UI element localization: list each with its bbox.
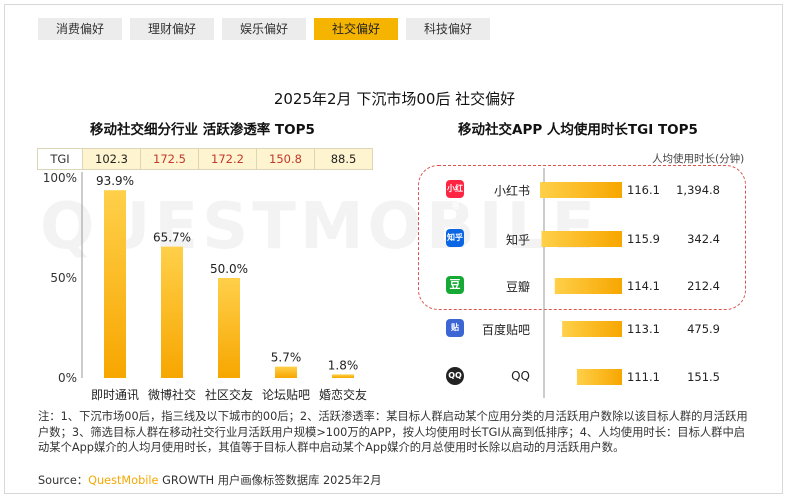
tgi-cell-im: 102.3 [82,148,141,170]
source-suffix: GROWTH 用户画像标签数据库 2025年2月 [158,474,382,487]
bar-tgi-label: 115.9 [627,232,660,246]
usage-tgi-bar-chart: 116.1 1,394.8 115.9 342.4 114.1 212.4 113.1 475… [540,168,720,398]
tgi-header: TGI [37,148,83,170]
category-tabs: 消费偏好 理财偏好 娱乐偏好 社交偏好 科技偏好 [38,18,498,40]
source-brand: QuestMobile [88,474,159,487]
bar-tgi-label: 114.1 [627,279,660,293]
zhihu-icon: 知乎 [446,229,464,247]
app-label-qq: QQ [511,369,530,383]
douban-icon: 豆 [446,276,464,294]
report-frame [4,4,783,494]
bar-value-label: 65.7% [153,231,191,245]
bar [332,374,354,378]
source-prefix: Source： [38,474,89,487]
app-label-zhihu: 知乎 [505,233,530,247]
y-tick-label: 0% [58,371,77,385]
bar [275,366,297,378]
x-tick-label: 即时通讯 [91,388,139,402]
x-tick-label: 婚恋交友 [319,387,367,402]
tgi-cell-community: 172.2 [198,148,257,170]
penetration-bar-chart: 100% 50% 0% 93.9% 即时通讯 65.7% 微博社交 50.0% 社区交友 5.7%… [43,171,367,402]
tgi-row: TGI 102.3 172.5 172.2 150.8 88.5 [37,148,373,170]
left-chart-title: 移动社交细分行业 活跃渗透率 TOP5 [90,122,315,138]
tgi-cell-dating: 88.5 [314,148,373,170]
tab-technology[interactable]: 科技偏好 [406,18,490,40]
footnote: 注：1、下沉市场00后，指三线及以下城市的00后；2、活跃渗透率：某目标人群启动… [38,410,748,454]
x-tick-label: 论坛贴吧 [262,388,310,402]
x-tick-label: 社区交友 [205,387,253,402]
x-tick-label: 微博社交 [148,387,196,402]
bar-value-label: 1.8% [328,358,359,372]
bar [541,231,622,247]
bar [562,321,622,337]
bar [576,369,622,385]
bar [104,190,126,378]
top3-highlight-box [418,165,746,310]
qq-icon: QQ [446,367,464,385]
page-title: 2025年2月 下沉市场00后 社交偏好 [273,90,516,108]
y-tick-label: 50% [50,271,77,285]
bar-tgi-label: 116.1 [627,183,660,197]
tgi-cell-weibo: 172.5 [140,148,199,170]
minutes-value-label: 212.4 [687,279,720,293]
tab-finance[interactable]: 理财偏好 [130,18,214,40]
tab-entertainment[interactable]: 娱乐偏好 [222,18,306,40]
bar-value-label: 93.9% [96,174,134,188]
app-label-tieba: 百度贴吧 [481,323,530,337]
bar-tgi-label: 111.1 [627,370,660,384]
minutes-value-label: 151.5 [687,370,720,384]
bar [218,278,240,378]
bar [554,278,622,294]
xiaohongshu-icon: 小红书 [446,180,464,211]
bar-tgi-label: 113.1 [627,322,660,336]
app-label-xiaohongshu: 小红书 [493,184,530,198]
minutes-value-label: 475.9 [687,322,720,336]
minutes-value-label: 1,394.8 [676,183,720,197]
source-line: Source：QuestMobile GROWTH 用户画像标签数据库 2025… [38,472,382,488]
bar [161,246,183,378]
right-chart-title: 移动社交APP 人均使用时长TGI TOP5 [458,122,698,138]
minutes-value-label: 342.4 [687,232,720,246]
tab-social[interactable]: 社交偏好 [314,18,398,40]
tieba-icon: 贴 [446,319,464,337]
minutes-unit-label: 人均使用时长(分钟) [652,153,745,165]
bar-value-label: 5.7% [271,351,302,365]
y-tick-label: 100% [43,171,77,185]
tab-consumption[interactable]: 消费偏好 [38,18,122,40]
bar [540,182,622,198]
bar-value-label: 50.0% [210,262,248,276]
app-label-douban: 豆瓣 [505,280,530,294]
